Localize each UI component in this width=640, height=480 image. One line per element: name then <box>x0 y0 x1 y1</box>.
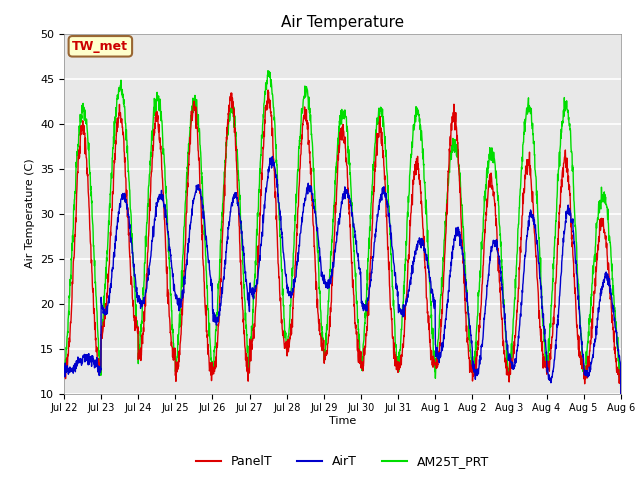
Y-axis label: Air Temperature (C): Air Temperature (C) <box>24 159 35 268</box>
Legend: PanelT, AirT, AM25T_PRT: PanelT, AirT, AM25T_PRT <box>191 450 494 473</box>
Text: TW_met: TW_met <box>72 40 129 53</box>
Title: Air Temperature: Air Temperature <box>281 15 404 30</box>
X-axis label: Time: Time <box>329 416 356 426</box>
